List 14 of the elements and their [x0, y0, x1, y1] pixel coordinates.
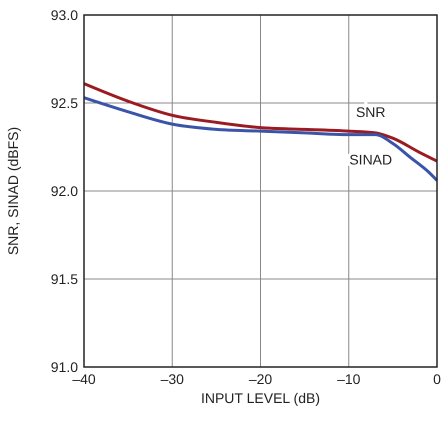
y-tick-label: 93.0	[50, 7, 78, 23]
x-axis-title: INPUT LEVEL (dB)	[200, 390, 320, 406]
series-label: SNR	[356, 104, 386, 120]
line-series	[82, 82, 438, 163]
x-tick-label: 0	[433, 371, 442, 387]
series-label: SINAD	[349, 152, 392, 168]
y-tick-label: 92.5	[50, 95, 78, 111]
y-tick-label: 91.5	[50, 271, 78, 287]
x-tick-label: –20	[248, 371, 272, 387]
y-tick-label: 92.0	[50, 183, 78, 199]
x-tick-label: –10	[337, 371, 361, 387]
line-series	[82, 96, 438, 182]
y-axis-title: SNR, SINAD (dBFS)	[5, 126, 21, 256]
x-tick-label: –30	[160, 371, 184, 387]
